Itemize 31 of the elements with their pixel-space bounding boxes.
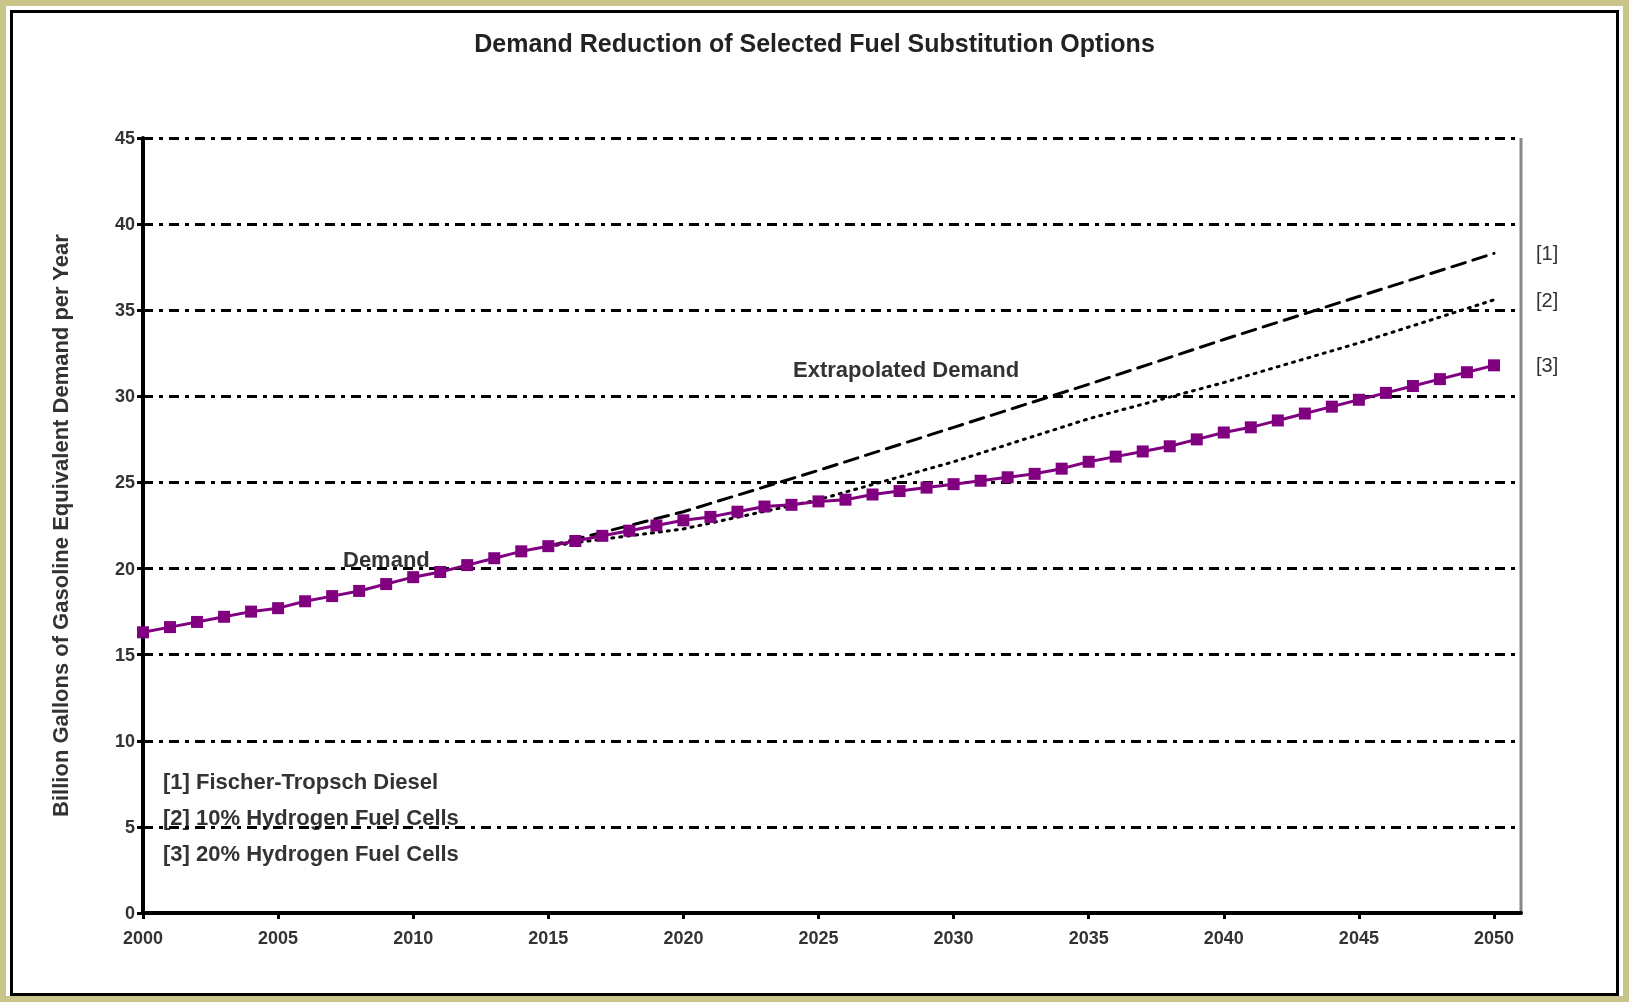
annotation: [1] Fischer-Tropsch Diesel <box>163 768 439 794</box>
y-tick-label: 25 <box>114 472 135 493</box>
y-tick-label: 30 <box>114 386 135 407</box>
annotation: Extrapolated Demand <box>793 356 1020 382</box>
chart-title: Demand Reduction of Selected Fuel Substitution Options <box>474 28 1155 57</box>
annotation: [2] 10% Hydrogen Fuel Cells <box>163 804 459 830</box>
y-tick-label: 15 <box>114 644 135 665</box>
text: [1] <box>1535 242 1559 265</box>
x-tick-label: 2000 <box>122 928 164 948</box>
y-tick-label: 10 <box>114 730 135 751</box>
x-tick-label: 2025 <box>798 928 839 948</box>
annotation: [3] 20% Hydrogen Fuel Cells <box>163 840 459 866</box>
series-label: [3] <box>1535 354 1559 377</box>
x-tick-label: 2010 <box>393 928 434 948</box>
x-tick-label: 2005 <box>258 928 299 948</box>
x-tick-label: 2045 <box>1338 928 1379 948</box>
text: [2] <box>1535 288 1559 311</box>
x-tick-label: 2030 <box>933 928 974 948</box>
y-tick-label: 0 <box>124 903 135 923</box>
annotation: Demand <box>343 546 430 572</box>
y-tick-label: 40 <box>114 214 135 235</box>
x-tick-label: 2050 <box>1473 928 1514 948</box>
y-tick-label: 5 <box>124 816 135 837</box>
x-tick-label: 2020 <box>663 928 704 948</box>
x-tick-label: 2035 <box>1068 928 1109 948</box>
x-tick-label: 2015 <box>528 928 569 948</box>
y-tick-label: 45 <box>114 128 135 148</box>
y-tick-label: 20 <box>114 558 135 579</box>
x-tick-label: 2040 <box>1203 928 1244 948</box>
y-axis-title: Billion Gallons of Gasoline Equivalent Demand per Year <box>47 233 73 817</box>
y-tick-label: 35 <box>114 300 135 321</box>
